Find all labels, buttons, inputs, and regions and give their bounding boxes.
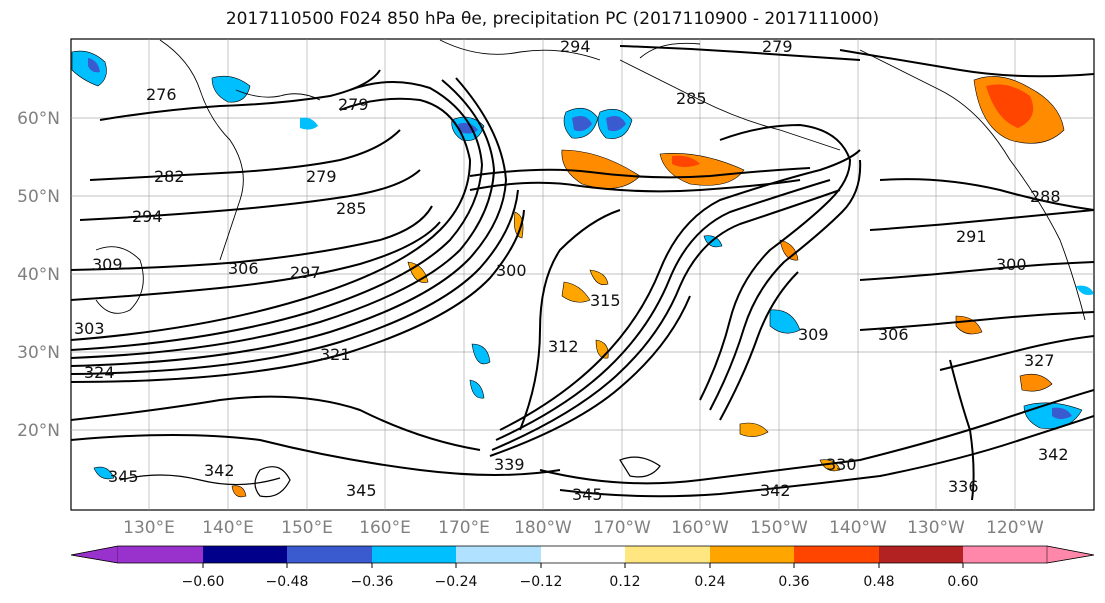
colorbar-outline [70,545,1095,564]
contour-label: 279 [762,37,793,56]
contour-label: 312 [548,337,579,356]
contour-label: 285 [676,89,707,108]
contour-label: 303 [74,319,105,338]
contour-label: 330 [826,455,857,474]
lat-label: 50°N [17,187,60,207]
colorbar-tick-label: 0.36 [778,574,809,590]
contour-label: 315 [590,291,621,310]
colorbar-tick-label: −0.24 [435,574,478,590]
colorbar-tick-label: −0.48 [266,574,309,590]
colorbar-segment [456,546,541,563]
contour-label: 291 [956,227,987,246]
contour-label: 300 [496,261,527,280]
contour-label: 294 [132,207,163,226]
colorbar-tick-label: −0.36 [351,574,394,590]
contour-label: 345 [346,481,377,500]
lat-label: 60°N [17,109,60,129]
colorbar-segment [1046,545,1095,564]
contour-label: 345 [108,467,139,486]
contour-label: 306 [878,325,909,344]
contour-label: 279 [306,167,337,186]
contour-label: 282 [154,167,185,186]
colorbar-tick-label: 0.60 [947,574,978,590]
colorbar-tick-label: −0.12 [520,574,563,590]
graticule [71,39,1094,510]
contour-label: 327 [1024,351,1055,370]
contour-label: 300 [996,255,1027,274]
lat-label: 40°N [17,265,60,285]
contour-label: 309 [92,255,123,274]
colorbar-ticks [202,563,964,568]
contour-labels: 294 279 285 276 279 282 279 285 294 306 … [74,37,1069,504]
colorbar-segment [625,546,710,563]
contour-label: 306 [228,259,259,278]
colorbar-segment [70,545,119,564]
colorbar-tick-label: 0.48 [863,574,894,590]
contour-label: 285 [336,199,367,218]
contour-label: 324 [84,363,115,382]
lon-label: 130°E [123,518,175,538]
colorbar-segment [710,546,794,563]
contour-label: 339 [494,455,525,474]
contour-label: 276 [146,85,177,104]
lat-label: 20°N [17,421,60,441]
colorbar-segment [541,546,625,563]
lon-label: 150°E [281,518,333,538]
contour-label: 342 [760,481,791,500]
contour-label: 279 [338,95,369,114]
lon-label: 140°W [829,518,887,538]
contour-label: 342 [1038,445,1069,464]
colorbar-tick-label: 0.12 [609,574,640,590]
lon-label: 150°W [750,518,808,538]
colorbar-segment [879,546,963,563]
lon-label: 160°W [671,518,729,538]
colorbar-segment [118,546,203,563]
lon-label: 120°W [986,518,1044,538]
contour-label: 294 [560,37,591,56]
colorbar: −0.60 −0.48 −0.36 −0.24 −0.12 0.12 0.24 … [70,545,1095,590]
colorbar-segment [203,546,287,563]
lon-label: 180°W [514,518,572,538]
longitude-labels: 130°E 140°E 150°E 160°E 170°E 180°W 170°… [123,518,1044,538]
colorbar-segment [287,546,372,563]
lon-label: 170°E [438,518,490,538]
contour-label: 321 [320,345,351,364]
colorbar-segment [963,546,1047,563]
lon-label: 160°E [359,518,411,538]
colorbar-segment [794,546,879,563]
lon-label: 130°W [907,518,965,538]
lon-label: 170°W [593,518,651,538]
contour-label: 288 [1030,187,1061,206]
map-title: 2017110500 F024 850 hPa θe, precipitatio… [225,9,880,29]
contour-label: 336 [948,477,979,496]
contour-label: 345 [572,485,603,504]
theta-e-contours [71,45,1094,501]
colorbar-tick-label: 0.24 [694,574,725,590]
contour-label: 309 [798,325,829,344]
latitude-labels: 60°N 50°N 40°N 30°N 20°N [17,109,60,441]
colorbar-segment [372,546,456,563]
lat-label: 30°N [17,343,60,363]
contour-label: 297 [290,263,321,282]
lon-label: 140°E [202,518,254,538]
contour-label: 342 [204,461,235,480]
colorbar-tick-label: −0.60 [182,574,225,590]
